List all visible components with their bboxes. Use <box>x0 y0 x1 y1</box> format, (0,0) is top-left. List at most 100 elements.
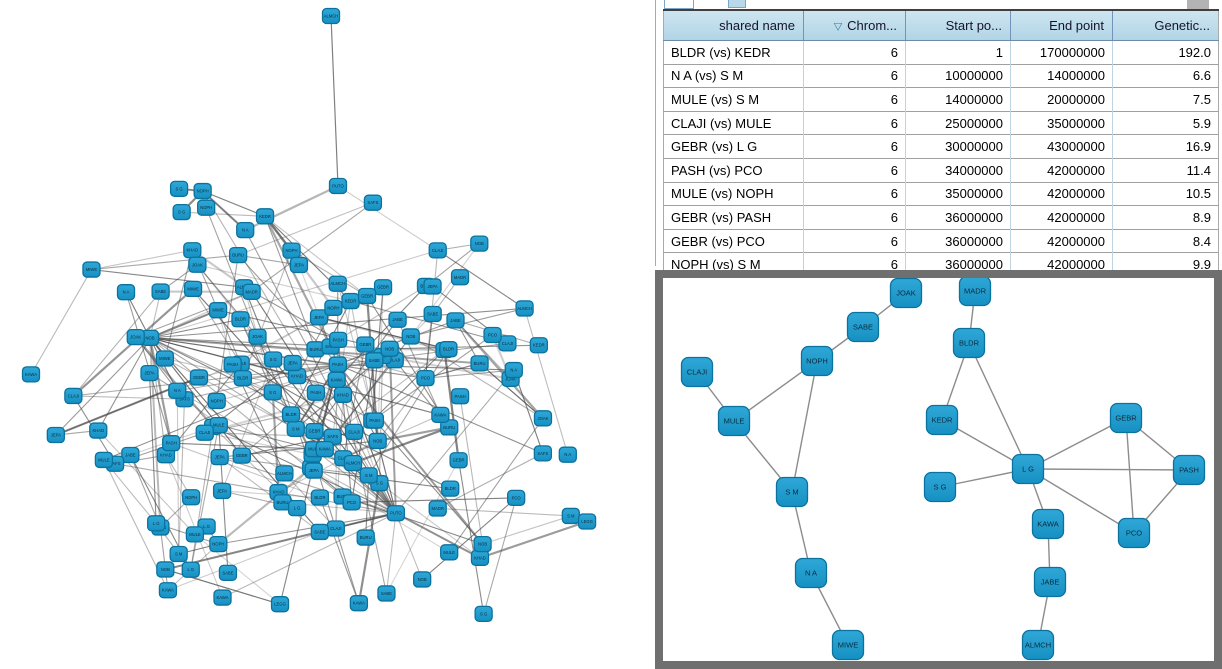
overview-node[interactable]: PASH <box>223 356 242 373</box>
overview-node[interactable]: L G <box>287 499 307 517</box>
overview-node[interactable]: SAFS <box>533 445 553 462</box>
table-row[interactable]: CLAJI (vs) MULE 6 25000000 35000000 5.9 <box>663 110 1219 135</box>
overview-edge[interactable] <box>202 190 397 514</box>
overview-edge[interactable] <box>437 507 571 517</box>
overview-node[interactable]: GEBR <box>357 287 377 305</box>
overview-node[interactable]: LEGG <box>270 596 290 613</box>
network-node-CLAJI[interactable]: CLAJI <box>680 356 714 388</box>
overview-node[interactable]: KHAD <box>287 368 307 385</box>
overview-edge[interactable] <box>91 249 193 271</box>
overview-edge[interactable] <box>264 216 317 350</box>
overview-edge[interactable] <box>410 243 480 337</box>
overview-node[interactable]: CLAJI <box>326 520 345 537</box>
overview-edge[interactable] <box>221 359 274 492</box>
overview-node[interactable]: ALMCH <box>515 300 534 317</box>
overview-node[interactable]: S G <box>474 605 493 623</box>
overview-edge[interactable] <box>150 337 390 350</box>
overview-edge[interactable] <box>97 430 196 535</box>
overview-edge[interactable] <box>241 392 317 457</box>
overview-node[interactable]: SABE <box>365 352 384 369</box>
overview-node[interactable]: N A <box>168 382 187 399</box>
overview-node[interactable]: KHAD <box>333 386 353 403</box>
overview-edge[interactable] <box>479 520 588 559</box>
overview-edge[interactable] <box>177 364 338 392</box>
overview-edge[interactable] <box>222 512 397 599</box>
overview-edge[interactable] <box>219 456 397 514</box>
overview-node[interactable]: MADR <box>428 500 447 517</box>
overview-node[interactable]: JABE <box>121 446 140 464</box>
overview-edge[interactable] <box>342 344 366 459</box>
overview-edge[interactable] <box>72 291 162 397</box>
overview-edge[interactable] <box>197 264 351 302</box>
network-node-NOPH[interactable]: NOPH <box>800 345 834 377</box>
overview-node[interactable]: PASH <box>328 356 347 373</box>
overview-edge[interactable] <box>337 185 439 251</box>
overview-edge[interactable] <box>171 442 325 450</box>
column-header-endpoint[interactable]: End point <box>1010 10 1113 41</box>
overview-edge[interactable] <box>395 512 481 559</box>
overview-edge[interactable] <box>278 440 378 493</box>
overview-edge[interactable] <box>217 466 312 545</box>
overview-edge[interactable] <box>134 336 214 428</box>
overview-node[interactable]: N A <box>236 222 255 239</box>
overview-node[interactable]: PASH <box>162 435 181 452</box>
overview-node[interactable]: PASH <box>365 412 385 429</box>
overview-node[interactable]: ALMCH <box>343 454 363 472</box>
overview-edge[interactable] <box>421 497 517 580</box>
overview-edge[interactable] <box>342 496 483 545</box>
overview-node[interactable]: PCO <box>342 494 361 511</box>
overview-node[interactable]: CLAJI <box>428 242 447 259</box>
overview-edge[interactable] <box>314 319 399 432</box>
overview-node[interactable]: JEPA <box>140 364 159 382</box>
overview-edge[interactable] <box>73 395 185 400</box>
overview-node[interactable]: S G <box>263 384 282 401</box>
overview-edge[interactable] <box>216 255 239 402</box>
overview-node[interactable]: BLDR <box>310 489 330 506</box>
overview-node[interactable]: BLDR <box>441 480 460 497</box>
overview-node[interactable]: SABE <box>151 283 170 300</box>
overview-node[interactable]: S M <box>359 467 378 484</box>
overview-edge[interactable] <box>242 250 293 379</box>
overview-node[interactable]: L G <box>147 515 166 532</box>
overview-node[interactable]: NOB <box>413 571 432 588</box>
overview-node[interactable]: SAFS <box>363 194 383 211</box>
overview-node[interactable]: JEPA <box>309 309 329 326</box>
overview-node[interactable]: JOAK <box>248 328 267 345</box>
overview-node[interactable]: KAWA <box>327 371 346 389</box>
overview-node[interactable]: NOPH <box>197 199 216 216</box>
overview-node[interactable]: MIWE <box>82 261 101 278</box>
overview-edge[interactable] <box>194 533 281 605</box>
overview-edge[interactable] <box>150 337 390 350</box>
network-node-SM[interactable]: S M <box>775 476 809 508</box>
overview-node[interactable]: NOB <box>401 328 420 345</box>
overview-edge[interactable] <box>202 190 266 217</box>
overview-edge[interactable] <box>181 211 266 217</box>
detail-network-view[interactable]: JOAK SABE NOPH CLAJI MULE S M N A MIWE MADR BLDR K… <box>655 270 1222 669</box>
overview-node[interactable]: SABE <box>310 523 330 541</box>
overview-edge[interactable] <box>410 307 525 337</box>
overview-node[interactable]: KAWA <box>158 582 178 599</box>
table-row[interactable]: N A (vs) S M 6 10000000 14000000 6.6 <box>663 63 1219 88</box>
overview-node[interactable]: LEGG <box>577 513 597 530</box>
overview-node[interactable]: JEPA <box>304 462 323 479</box>
overview-node[interactable]: SABE <box>423 305 442 323</box>
overview-edge[interactable] <box>190 426 214 570</box>
overview-edge[interactable] <box>283 473 337 529</box>
overview-edge[interactable] <box>148 373 157 524</box>
overview-network-view[interactable]: ALMCH PUTO BURU NOPH CLAJI BLDR S G S G NOB MIWE C… <box>0 0 655 669</box>
network-edge-LG-PASH[interactable] <box>1027 468 1190 471</box>
network-node-ALMCH[interactable]: ALMCH <box>1021 629 1055 661</box>
overview-edge[interactable] <box>238 254 300 266</box>
overview-node[interactable]: JOAK <box>126 328 145 346</box>
overview-node[interactable]: JABE <box>446 312 465 329</box>
overview-node[interactable]: SABE <box>377 585 396 602</box>
overview-node[interactable]: NOB <box>473 535 492 553</box>
network-node-SABE[interactable]: SABE <box>846 311 880 343</box>
overview-edge[interactable] <box>171 442 321 499</box>
overview-edge[interactable] <box>244 229 397 514</box>
overview-node[interactable]: BURU <box>273 494 292 511</box>
overview-edge[interactable] <box>365 475 370 538</box>
column-header-chrom[interactable]: ▽ Chrom... <box>803 10 906 41</box>
overview-edge[interactable] <box>176 390 180 554</box>
overview-node[interactable]: S G <box>172 204 191 221</box>
